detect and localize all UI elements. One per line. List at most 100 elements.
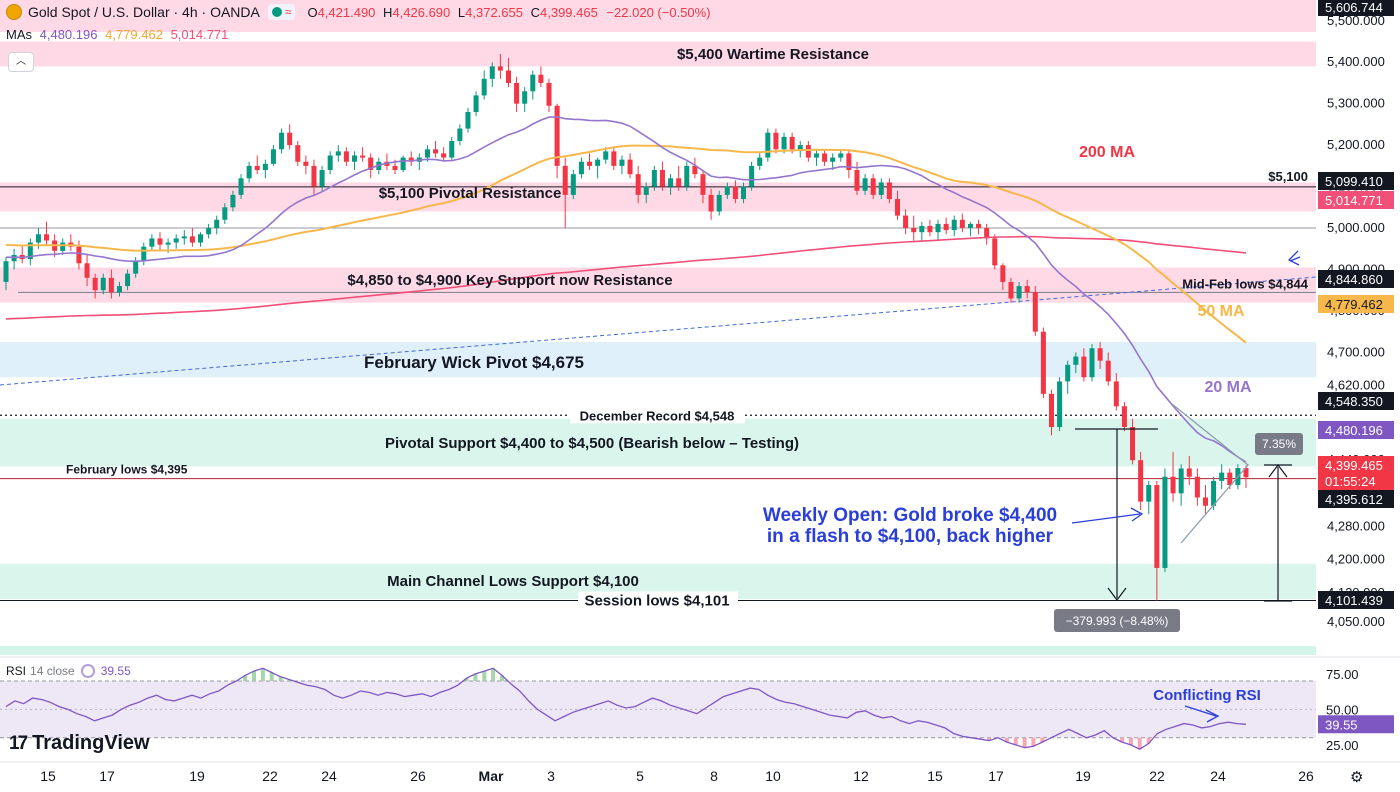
candle[interactable] [976, 219, 982, 235]
candle[interactable] [303, 155, 309, 175]
candle[interactable] [603, 147, 609, 164]
candle[interactable] [562, 157, 568, 229]
candle[interactable] [473, 91, 479, 117]
candle[interactable] [449, 136, 455, 160]
candle[interactable] [311, 159, 317, 195]
candle[interactable] [894, 190, 901, 220]
candle[interactable] [1243, 465, 1249, 488]
candle[interactable] [587, 153, 593, 171]
candle[interactable] [992, 234, 998, 270]
candle[interactable] [676, 165, 682, 191]
candle[interactable] [927, 219, 933, 237]
candle[interactable] [1016, 281, 1022, 303]
candle[interactable] [238, 174, 244, 200]
symbol-title[interactable]: Gold Spot / U.S. Dollar · 4h · OANDA [28, 4, 260, 20]
candle[interactable] [3, 257, 9, 291]
candle[interactable] [1008, 277, 1014, 303]
candle[interactable] [335, 145, 341, 162]
candle[interactable] [189, 228, 195, 247]
candle[interactable] [724, 182, 730, 200]
candle[interactable] [919, 221, 925, 241]
candle[interactable] [497, 53, 503, 79]
candle[interactable] [1065, 360, 1071, 394]
candle[interactable] [651, 165, 657, 191]
rsi-legend[interactable]: RSI 14 close 39.55 [6, 664, 131, 678]
candle[interactable] [822, 149, 828, 166]
candle[interactable] [1040, 327, 1046, 398]
candle[interactable] [943, 217, 949, 235]
candle[interactable] [1219, 464, 1225, 490]
candle[interactable] [773, 128, 779, 154]
candle[interactable] [514, 76, 520, 112]
candle[interactable] [1097, 342, 1103, 369]
candle[interactable] [295, 141, 301, 166]
candle[interactable] [1000, 263, 1006, 291]
candle[interactable] [741, 182, 747, 204]
candle[interactable] [659, 161, 665, 191]
candle[interactable] [368, 153, 374, 179]
candle[interactable] [749, 161, 755, 191]
candle[interactable] [433, 141, 439, 158]
candle[interactable] [11, 248, 17, 270]
candle[interactable] [668, 174, 674, 195]
candle[interactable] [1089, 344, 1095, 382]
candle[interactable] [116, 281, 122, 297]
candle[interactable] [173, 234, 179, 249]
candle[interactable] [619, 155, 625, 175]
candle[interactable] [878, 178, 884, 200]
candle[interactable] [100, 273, 106, 295]
candle[interactable] [343, 147, 349, 166]
candle[interactable] [1081, 348, 1087, 382]
candle[interactable] [538, 66, 544, 88]
candle[interactable] [351, 151, 358, 171]
candle[interactable] [870, 174, 876, 200]
candle[interactable] [611, 147, 617, 171]
candle[interactable] [1113, 373, 1119, 411]
candle[interactable] [181, 230, 187, 245]
candle[interactable] [1146, 480, 1152, 515]
candle[interactable] [441, 147, 447, 162]
rsi-settings-icon[interactable] [80, 664, 95, 678]
candle[interactable] [60, 238, 66, 255]
candle[interactable] [1178, 464, 1184, 506]
candle[interactable] [911, 215, 917, 241]
candle[interactable] [270, 145, 276, 166]
candle[interactable] [197, 232, 204, 247]
candle[interactable] [1057, 377, 1063, 432]
candle[interactable] [813, 149, 819, 166]
candle[interactable] [903, 209, 909, 235]
candle[interactable] [1162, 468, 1168, 573]
candle[interactable] [684, 161, 690, 191]
candle[interactable] [700, 170, 706, 204]
candle[interactable] [984, 223, 990, 245]
candle[interactable] [846, 149, 852, 179]
candle[interactable] [222, 203, 228, 224]
candle[interactable] [530, 70, 536, 100]
candle[interactable] [716, 190, 722, 216]
candle[interactable] [1170, 451, 1176, 502]
candle[interactable] [254, 155, 260, 175]
candle[interactable] [692, 157, 698, 179]
candle[interactable] [489, 62, 495, 88]
candle[interactable] [1202, 485, 1208, 515]
candle[interactable] [246, 161, 252, 183]
candle[interactable] [1024, 279, 1030, 299]
candle[interactable] [1186, 456, 1192, 486]
candle[interactable] [262, 159, 268, 179]
candle[interactable] [465, 107, 471, 133]
candle[interactable] [214, 215, 220, 235]
candle[interactable] [1121, 402, 1127, 432]
candle[interactable] [1194, 468, 1200, 506]
candle[interactable] [319, 165, 325, 191]
candle[interactable] [546, 78, 552, 112]
candle[interactable] [757, 151, 763, 171]
candle[interactable] [959, 213, 965, 233]
candle[interactable] [830, 153, 836, 171]
collapse-legend-button[interactable]: ︿ [8, 52, 34, 72]
candle[interactable] [1138, 451, 1144, 510]
candle[interactable] [408, 151, 414, 166]
candle[interactable] [1032, 286, 1038, 336]
candle[interactable] [230, 190, 236, 212]
candle[interactable] [627, 153, 633, 179]
